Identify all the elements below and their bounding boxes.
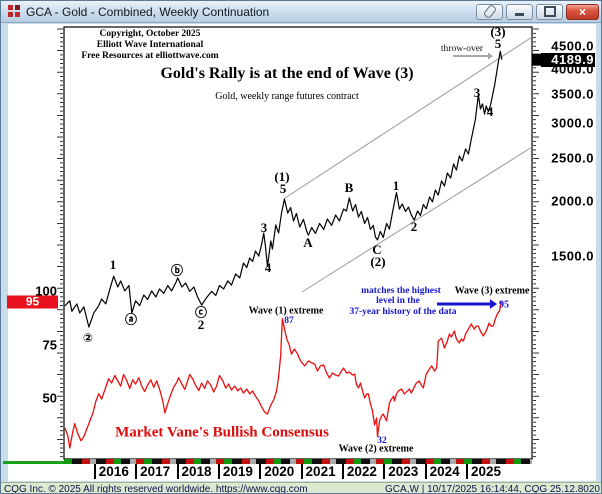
x-axis-strip-left: [3, 461, 64, 464]
window-title: GCA - Gold - Combined, Weekly Continuati…: [26, 4, 270, 19]
annotation: throw-over: [440, 44, 484, 54]
year-label: 2020: [259, 464, 294, 479]
wave-label: 3: [260, 220, 268, 235]
annotation: Wave (1) extreme: [248, 305, 324, 317]
year-label: 2025: [465, 464, 501, 479]
price-tick-label: 3000.0: [551, 115, 594, 131]
year-label: 2021: [300, 464, 336, 479]
year-label: 2022: [341, 464, 377, 479]
last-price-box: 4189.9: [541, 52, 595, 67]
year-label: 2016: [93, 464, 129, 479]
wave-label: ⓑ: [170, 263, 184, 278]
wave-label: C: [372, 242, 382, 257]
x-axis-strip: [64, 459, 532, 464]
wave-label: A: [303, 235, 313, 250]
annotation: 87: [284, 316, 294, 326]
annotation: matches the highest: [361, 286, 441, 296]
close-button[interactable]: ×: [566, 3, 599, 20]
wave-label: ⓒ: [194, 305, 208, 320]
status-copyright: CQG Inc. © 2025 All rights reserved worl…: [4, 483, 308, 494]
minimize-button[interactable]: [506, 3, 533, 20]
year-label: 2019: [217, 464, 253, 479]
price-tick-label: 4000.0: [551, 61, 594, 76]
consensus-tick-label: 75: [42, 337, 57, 352]
price-tick-label: 2000.0: [551, 193, 594, 209]
status-bar: CQG Inc. © 2025 All rights reserved worl…: [1, 482, 601, 494]
year-label: 2024: [424, 464, 460, 479]
wave-label: 1: [392, 178, 400, 193]
annotation: 37-year history of the data: [349, 307, 457, 317]
consensus-tick-label: 100: [35, 283, 57, 299]
copyright-note: Copyright, October 2025 Elliott Wave Int…: [81, 29, 219, 61]
wave-label: (3): [490, 24, 506, 39]
wave-label: 5: [279, 181, 287, 196]
wave-label: 4: [264, 260, 272, 275]
wave-label: (2): [370, 254, 386, 269]
title-bar[interactable]: GCA - Gold - Combined, Weekly Continuati…: [1, 1, 601, 23]
year-label: 2023: [383, 464, 418, 479]
wave-label: 2: [197, 317, 205, 332]
price-tick-label: 3500.0: [551, 86, 594, 102]
maximize-button[interactable]: [536, 3, 563, 20]
wave-label: (1): [274, 169, 290, 184]
annotation: level in the: [376, 296, 420, 306]
wave-label: ②: [82, 331, 94, 345]
wave-label: 2: [410, 219, 418, 234]
annotation: Market Vane's Bullish Consensus: [115, 424, 329, 441]
paperclip-icon[interactable]: [476, 3, 503, 20]
chart-subtitle: Gold, weekly range futures contract: [215, 91, 359, 102]
cqg-logo-icon: [8, 5, 21, 18]
annotation: 32: [377, 436, 387, 446]
consensus-tick-label: 50: [42, 390, 57, 406]
annotation: 95: [499, 299, 509, 311]
wave-label: 3: [473, 85, 481, 100]
wave-label: ⓐ: [124, 312, 138, 327]
year-label: 2018: [176, 464, 212, 479]
wave-label: B: [344, 180, 354, 195]
wave-label: 5: [494, 36, 502, 51]
wave-label: 1: [109, 257, 117, 272]
price-tick-label: 1500.0: [551, 248, 594, 264]
price-tick-label: 4500.0: [551, 38, 594, 54]
chart-title: Gold's Rally is at the end of Wave (3): [160, 65, 414, 82]
wave-label: 4: [486, 104, 494, 119]
price-tick-label: 2500.0: [551, 150, 594, 166]
consensus-extreme-marker: 95: [7, 295, 58, 309]
annotation: Wave (2) extreme: [338, 443, 414, 455]
year-label: 2017: [135, 464, 170, 479]
annotation: Wave (3) extreme: [454, 285, 530, 297]
status-symbol-info: GCA,W | 10/17/2025 16:14:44, CQG 25.12.8…: [385, 483, 600, 494]
